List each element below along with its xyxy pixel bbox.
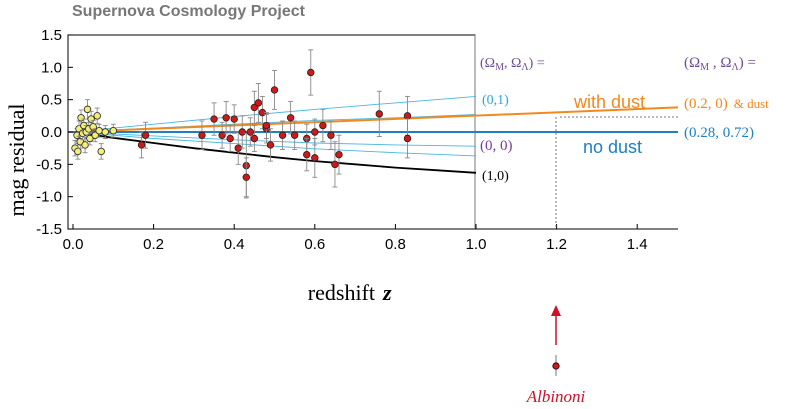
nodust-params-label: (0.28, 0.72): [684, 125, 754, 141]
omega-header-left: (ΩM, ΩΛ) =: [480, 56, 545, 73]
axis-ticks: 0.0 0.2 0.4 0.6 0.8 1.0 1.2 1.4 1.5 1.0 0.5 0.0 -0.5…: [36, 27, 647, 253]
high-z-point: [270, 86, 279, 94]
high-z-point: [198, 131, 206, 139]
high-z-point: [230, 115, 238, 123]
high-z-point: [218, 131, 226, 139]
x-tick-label: 0.2: [143, 236, 164, 253]
high-z-point: [141, 131, 150, 139]
model-curve: [72, 131, 477, 147]
albinoni-point: [552, 362, 560, 370]
model-curve: [72, 131, 477, 157]
high-z-point: [307, 68, 315, 77]
low-z-point: [95, 127, 103, 135]
high-z-point: [403, 134, 412, 143]
y-tick-label: 0.5: [41, 92, 62, 109]
high-z-point: [286, 114, 295, 122]
model-curve: [72, 95, 477, 133]
project-title: Supernova Cosmology Project: [72, 3, 306, 20]
y-axis-label: mag residual: [4, 103, 29, 216]
x-tick-label: 0.4: [224, 236, 245, 253]
high-z-point: [327, 131, 335, 139]
y-tick-label: -1.0: [36, 189, 62, 206]
model-label-1-0: (1,0): [482, 169, 509, 184]
low-z-point: [109, 127, 117, 135]
high-z-point: [266, 141, 275, 149]
high-z-point: [246, 128, 255, 136]
high-z-point: [290, 131, 299, 139]
high-z-point: [375, 110, 383, 118]
x-tick-label: 1.4: [627, 236, 648, 253]
high-z-point: [319, 121, 327, 130]
low-z-point: [86, 134, 94, 143]
x-axis-label: redshift: [308, 280, 375, 305]
low-z-point: [93, 112, 101, 120]
with-dust-label: with dust: [573, 92, 645, 112]
x-tick-label: 0.8: [385, 236, 406, 253]
dust-line: [72, 106, 679, 133]
high-z-point: [226, 134, 234, 143]
low-z-point: [97, 147, 105, 156]
high-z-point: [303, 150, 311, 159]
high-z-point: [250, 134, 259, 143]
low-z-point: [74, 147, 82, 156]
high-z-point: [254, 99, 263, 107]
high-z-point: [238, 128, 246, 136]
model-label-0-0: (0, 0): [480, 138, 513, 154]
model-curve: [72, 131, 477, 174]
x-tick-label: 0.0: [63, 236, 84, 253]
high-z-point: [250, 103, 259, 112]
low-z-point: [101, 128, 109, 136]
omega-header-right: (ΩM , ΩΛ) =: [684, 55, 756, 73]
high-z-point: [311, 128, 319, 136]
high-z-point: [210, 115, 218, 123]
low-z-point: [77, 114, 85, 122]
y-tick-label: 1.0: [41, 59, 62, 76]
high-z-point: [137, 141, 146, 149]
high-z-point: [403, 112, 412, 120]
high-z-point: [222, 114, 230, 122]
albinoni-arrow-head: [551, 305, 561, 316]
x-tick-label: 1.2: [546, 236, 567, 253]
dust-lines: [72, 106, 679, 133]
low-z-point: [81, 141, 89, 149]
y-tick-label: -1.5: [36, 221, 62, 238]
high-z-point: [311, 154, 319, 162]
x-tick-label: 0.6: [304, 236, 325, 253]
high-z-point: [242, 173, 250, 181]
no-dust-label: no dust: [583, 137, 642, 157]
dust-params-label: (0.2, 0) & dust: [684, 96, 769, 112]
x-tick-label: 1.0: [466, 236, 487, 253]
data-points: [71, 49, 412, 199]
high-z-point: [331, 160, 339, 169]
high-z-point: [262, 121, 271, 130]
model-label-0-1: (0,1): [482, 93, 509, 108]
y-tick-label: -0.5: [36, 156, 62, 173]
x-axis-variable: z: [382, 280, 392, 305]
high-z-point: [335, 150, 343, 159]
y-tick-label: 0.0: [41, 124, 62, 141]
albinoni-label: Albinoni: [526, 387, 586, 406]
y-tick-label: 1.5: [41, 27, 62, 44]
high-z-point: [278, 131, 287, 139]
